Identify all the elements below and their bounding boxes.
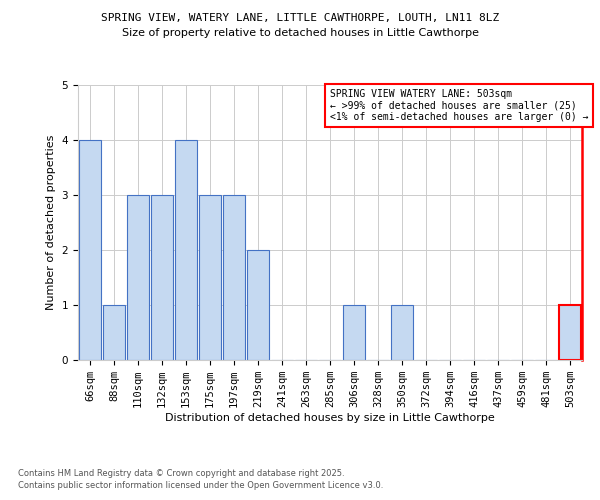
X-axis label: Distribution of detached houses by size in Little Cawthorpe: Distribution of detached houses by size … (165, 413, 495, 423)
Bar (343, 305, 365, 360)
Bar (391, 305, 413, 360)
Bar (223, 195, 245, 360)
Y-axis label: Number of detached properties: Number of detached properties (46, 135, 56, 310)
Bar (175, 140, 197, 360)
Text: Contains public sector information licensed under the Open Government Licence v3: Contains public sector information licen… (18, 481, 383, 490)
Bar (103, 305, 125, 360)
Text: Contains HM Land Registry data © Crown copyright and database right 2025.: Contains HM Land Registry data © Crown c… (18, 468, 344, 477)
Text: SPRING VIEW WATERY LANE: 503sqm
← >99% of detached houses are smaller (25)
<1% o: SPRING VIEW WATERY LANE: 503sqm ← >99% o… (330, 89, 589, 122)
Bar (559, 305, 581, 360)
Bar (247, 250, 269, 360)
Text: Size of property relative to detached houses in Little Cawthorpe: Size of property relative to detached ho… (121, 28, 479, 38)
Bar (127, 195, 149, 360)
Text: SPRING VIEW, WATERY LANE, LITTLE CAWTHORPE, LOUTH, LN11 8LZ: SPRING VIEW, WATERY LANE, LITTLE CAWTHOR… (101, 12, 499, 22)
Bar (79, 140, 101, 360)
Bar (151, 195, 173, 360)
Bar (199, 195, 221, 360)
